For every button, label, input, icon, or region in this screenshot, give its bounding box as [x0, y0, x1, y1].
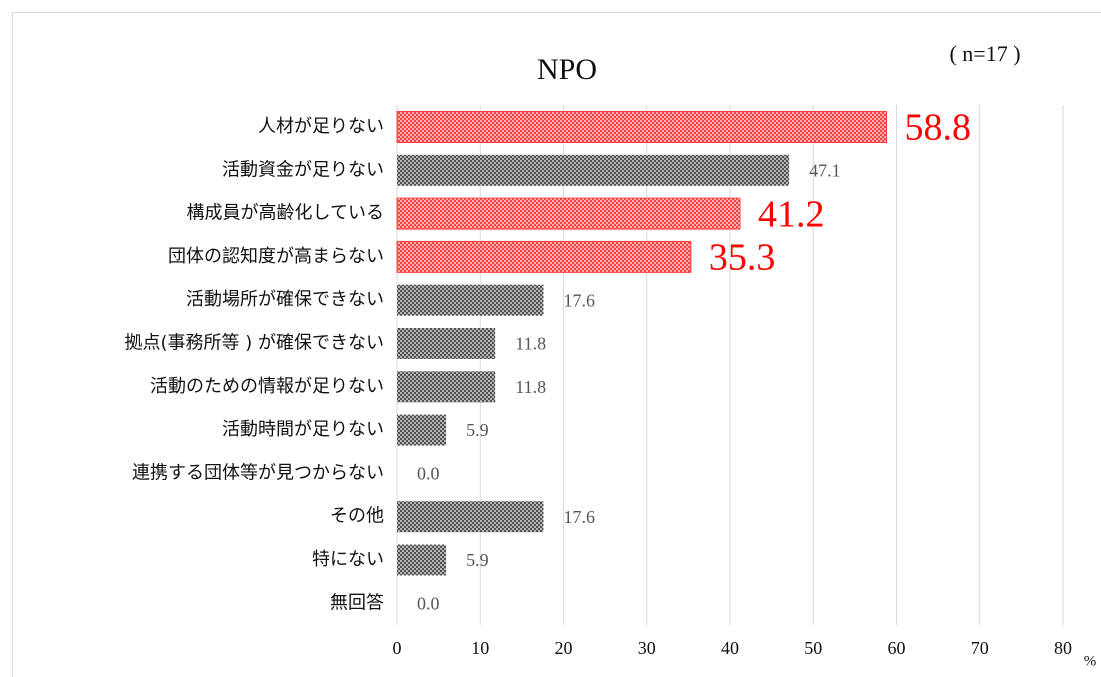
value-label: 0.0 [417, 464, 440, 484]
bar [397, 544, 447, 576]
y-tick-label: 団体の認知度が高まらない [168, 246, 384, 267]
value-label: 41.2 [758, 193, 825, 235]
value-label: 5.9 [466, 550, 489, 570]
y-tick-label: 無回答 [330, 592, 384, 613]
value-label: 17.6 [564, 507, 596, 527]
y-tick-label: 特にない [312, 549, 384, 570]
bar [396, 111, 888, 143]
chart-frame [12, 12, 1101, 677]
x-tick-label: 40 [721, 638, 739, 658]
y-tick-label: 活動時間が足りない [222, 419, 384, 440]
value-label: 11.8 [515, 334, 546, 354]
annotation: ( n=17 ) [949, 41, 1020, 66]
y-tick-label: 構成員が高齢化している [187, 203, 384, 224]
x-tick-label: 30 [638, 638, 656, 658]
value-label: 47.1 [809, 160, 841, 180]
x-tick-label: 50 [804, 638, 822, 658]
x-unit: % [1084, 653, 1097, 669]
value-label: 35.3 [709, 237, 776, 279]
y-tick-label: 人材が足りない [258, 116, 384, 137]
x-tick-label: 20 [555, 638, 573, 658]
value-label: 11.8 [515, 377, 546, 397]
value-label: 58.8 [905, 107, 972, 149]
bar [396, 240, 692, 273]
y-tick-label: その他 [330, 506, 384, 527]
y-tick-label: 活動資金が足りない [222, 159, 384, 180]
bar [397, 328, 496, 359]
x-tick-label: 60 [888, 638, 906, 658]
x-tick-label: 0 [393, 638, 402, 658]
y-tick-label: 活動のための情報が足りない [150, 376, 384, 397]
bar [397, 414, 447, 446]
bar [397, 501, 544, 533]
x-tick-label: 70 [971, 638, 989, 658]
chart-title: NPO [537, 53, 597, 86]
y-tick-label: 拠点(事務所等 ) が確保できない [125, 333, 385, 354]
bar [397, 154, 790, 186]
bar [396, 197, 741, 230]
bar [397, 284, 544, 316]
value-label: 5.9 [466, 420, 489, 440]
x-tick-label: 80 [1054, 638, 1072, 658]
value-label: 0.0 [417, 593, 440, 613]
x-tick-label: 10 [471, 638, 489, 658]
bar [397, 371, 496, 403]
value-label: 17.6 [564, 290, 596, 310]
y-tick-label: 連携する団体等が見つからない [132, 462, 384, 483]
y-tick-label: 活動場所が確保できない [186, 289, 384, 310]
